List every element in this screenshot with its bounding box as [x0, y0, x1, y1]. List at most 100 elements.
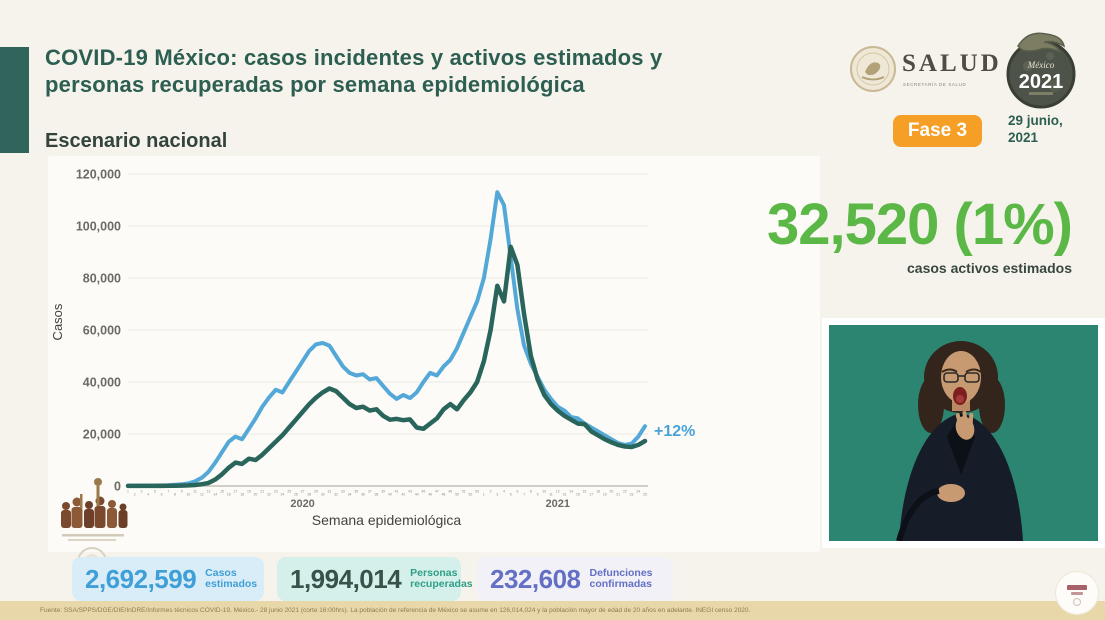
svg-text:1: 1: [483, 493, 485, 497]
page-title: COVID-19 México: casos incidentes y acti…: [45, 44, 845, 98]
svg-text:25: 25: [287, 490, 291, 494]
svg-text:38: 38: [375, 493, 379, 497]
svg-text:14: 14: [569, 490, 573, 494]
salud-logo-text: SALUD: [902, 50, 1002, 77]
stat-label: Personas recuperadas: [410, 567, 473, 590]
svg-text:49: 49: [448, 490, 452, 494]
highlight-label: casos activos estimados: [907, 260, 1072, 276]
svg-text:5: 5: [154, 490, 156, 494]
stat-label: Defunciones confirmadas: [589, 567, 653, 590]
svg-text:40: 40: [388, 493, 392, 497]
phase-badge: Fase 3: [893, 115, 982, 147]
accent-bar: [0, 47, 29, 153]
interpreter-video-screen: [829, 325, 1098, 541]
stat-chip-casos-estimados: 2,692,599 Casos estimados: [72, 557, 264, 601]
svg-text:48: 48: [442, 493, 446, 497]
svg-text:15: 15: [576, 493, 580, 497]
svg-text:34: 34: [348, 493, 352, 497]
svg-text:9: 9: [537, 493, 539, 497]
svg-text:44: 44: [415, 493, 419, 497]
svg-text:19: 19: [603, 493, 607, 497]
svg-text:46: 46: [428, 493, 432, 497]
svg-text:14: 14: [213, 493, 217, 497]
svg-text:5: 5: [510, 493, 512, 497]
svg-text:31: 31: [328, 490, 332, 494]
svg-text:29: 29: [314, 490, 318, 494]
svg-text:17: 17: [234, 490, 238, 494]
svg-text:13: 13: [563, 493, 567, 497]
svg-text:25: 25: [643, 493, 647, 497]
highlight-stat: 32,520 (1%) casos activos estimados: [700, 192, 1073, 277]
svg-text:11: 11: [193, 490, 197, 494]
svg-text:60,000: 60,000: [83, 324, 121, 338]
page-title-line2: personas recuperadas por semana epidemio…: [45, 72, 585, 97]
salud-logo-subtitle: SECRETARÍA DE SALUD: [903, 82, 967, 87]
y-axis-title: Casos: [50, 303, 65, 340]
svg-text:35: 35: [354, 490, 358, 494]
svg-text:47: 47: [435, 490, 439, 494]
svg-text:12: 12: [200, 493, 204, 497]
svg-text:18: 18: [596, 490, 600, 494]
svg-text:6: 6: [516, 490, 518, 494]
svg-text:32: 32: [334, 493, 338, 497]
anniversary-logo-year-text: 2021: [1019, 71, 1064, 93]
svg-text:40,000: 40,000: [83, 376, 121, 390]
stat-value: 1,994,014: [290, 563, 402, 594]
svg-text:21: 21: [616, 493, 620, 497]
svg-text:28: 28: [307, 493, 311, 497]
series-line-casos-estimados-incidentes-: [126, 190, 647, 488]
svg-text:27: 27: [301, 490, 305, 494]
stat-value: 232,608: [490, 563, 581, 594]
date-label: 29 junio, 2021: [1008, 112, 1063, 146]
svg-text:3: 3: [140, 490, 142, 494]
svg-text:22: 22: [623, 490, 627, 494]
svg-text:16: 16: [227, 493, 231, 497]
svg-text:17: 17: [589, 493, 593, 497]
anniversary-2021-logo: México 2021: [1006, 32, 1076, 109]
svg-text:39: 39: [381, 490, 385, 494]
svg-text:1: 1: [127, 490, 129, 494]
x-axis-title: Semana epidemiológica: [312, 512, 462, 528]
x-year-labels: 2020 2021: [290, 498, 570, 510]
y-gridlines: [128, 173, 648, 487]
svg-text:4: 4: [147, 493, 149, 497]
svg-text:11: 11: [549, 493, 553, 497]
svg-text:100,000: 100,000: [76, 220, 121, 234]
footer-seal: [1056, 572, 1098, 614]
svg-text:23: 23: [630, 493, 634, 497]
interpreter-video: [822, 318, 1105, 548]
svg-text:2: 2: [490, 490, 492, 494]
stat-chip-defunciones-confirmadas: 232,608 Defunciones confirmadas: [477, 557, 673, 601]
svg-text:9: 9: [181, 490, 183, 494]
svg-text:24: 24: [636, 490, 640, 494]
section-title: Escenario nacional: [45, 130, 228, 152]
svg-text:26: 26: [294, 493, 298, 497]
series-line-personas-recuperadas: [125, 244, 648, 489]
svg-text:24: 24: [281, 493, 285, 497]
date-line1: 29 junio,: [1008, 113, 1063, 128]
svg-text:18: 18: [240, 493, 244, 497]
svg-text:13: 13: [207, 490, 211, 494]
highlight-value: 32,520 (1%): [767, 192, 1073, 257]
page-title-line1: COVID-19 México: casos incidentes y acti…: [45, 45, 663, 70]
week-tick-labels: 1234567891011121314151617181920212223242…: [127, 490, 647, 497]
interpreter-person: [896, 341, 1023, 541]
svg-text:36: 36: [361, 493, 365, 497]
stat-label: Casos estimados: [205, 567, 258, 590]
svg-text:50: 50: [455, 493, 459, 497]
stat-value: 2,692,599: [85, 563, 197, 594]
svg-text:0: 0: [114, 480, 121, 494]
chart: 120,000 100,000 80,000 60,000 40,000 20,000 0 C…: [50, 168, 695, 529]
svg-text:42: 42: [401, 493, 405, 497]
svg-text:51: 51: [462, 490, 466, 494]
svg-text:7: 7: [167, 490, 169, 494]
svg-text:52: 52: [469, 493, 473, 497]
svg-text:20,000: 20,000: [83, 428, 121, 442]
svg-text:16: 16: [583, 490, 587, 494]
svg-text:12: 12: [556, 490, 560, 494]
svg-text:22: 22: [267, 493, 271, 497]
svg-text:8: 8: [174, 493, 176, 497]
svg-text:53: 53: [475, 490, 479, 494]
svg-text:2020: 2020: [290, 498, 314, 510]
